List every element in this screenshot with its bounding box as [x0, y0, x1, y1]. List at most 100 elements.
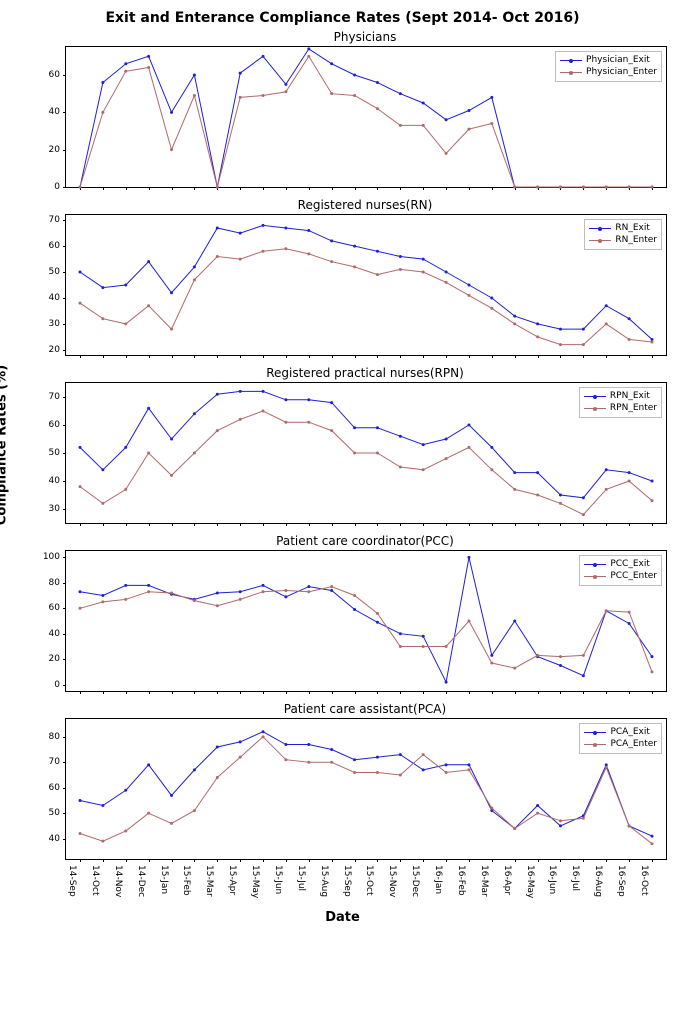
- series-marker: [193, 768, 196, 771]
- series-marker: [422, 271, 425, 274]
- series-marker: [651, 835, 654, 838]
- figure-suptitle: Exit and Enterance Compliance Rates (Sep…: [10, 10, 675, 26]
- x-tick-mark: [538, 859, 539, 862]
- x-tick-mark: [332, 523, 333, 526]
- x-tick-mark: [149, 691, 150, 694]
- series-marker: [101, 111, 104, 114]
- series-marker: [513, 186, 516, 189]
- x-tick-mark: [126, 859, 127, 862]
- series-marker: [307, 55, 310, 58]
- series-marker: [79, 446, 82, 449]
- series-marker: [445, 681, 448, 684]
- series-marker: [376, 756, 379, 759]
- series-marker: [147, 452, 150, 455]
- x-tick-label: 15-Aug: [319, 865, 329, 897]
- chart-panel: Registered practical nurses(RPN)30405060…: [65, 366, 665, 524]
- series-marker: [124, 446, 127, 449]
- x-tick-mark: [560, 523, 561, 526]
- x-tick-label: 15-Feb: [181, 865, 191, 896]
- x-tick-mark: [538, 523, 539, 526]
- x-tick-mark: [469, 859, 470, 862]
- x-tick-mark: [560, 355, 561, 358]
- series-line: [80, 737, 652, 844]
- series-marker: [422, 645, 425, 648]
- series-marker: [536, 471, 539, 474]
- series-marker: [559, 343, 562, 346]
- x-tick-label: 14-Dec: [136, 865, 146, 897]
- series-marker: [536, 804, 539, 807]
- x-tick-mark: [263, 859, 264, 862]
- series-marker: [262, 55, 265, 58]
- legend-swatch: [589, 237, 611, 245]
- series-marker: [467, 446, 470, 449]
- x-tick-label: 15-Nov: [387, 865, 397, 897]
- x-tick-mark: [149, 355, 150, 358]
- x-tick-mark: [172, 187, 173, 190]
- x-axis-label: Date: [10, 910, 675, 925]
- series-marker: [170, 592, 173, 595]
- series-marker: [559, 655, 562, 658]
- series-marker: [582, 817, 585, 820]
- series-marker: [262, 390, 265, 393]
- series-marker: [147, 55, 150, 58]
- series-marker: [445, 152, 448, 155]
- x-tick-mark: [286, 523, 287, 526]
- series-marker: [376, 621, 379, 624]
- legend-swatch: [584, 741, 606, 749]
- series-marker: [216, 776, 219, 779]
- series-marker: [216, 226, 219, 229]
- series-marker: [399, 92, 402, 95]
- x-tick-mark: [355, 691, 356, 694]
- legend-label: RPN_Enter: [610, 403, 657, 415]
- x-tick-mark: [423, 859, 424, 862]
- panel-title: Patient care coordinator(PCC): [65, 534, 665, 548]
- series-marker: [124, 789, 127, 792]
- x-tick-mark: [172, 859, 173, 862]
- x-tick-mark: [492, 523, 493, 526]
- x-tick-mark: [446, 691, 447, 694]
- x-tick-label: 16-May: [525, 865, 535, 898]
- x-tick-mark: [286, 691, 287, 694]
- series-marker: [376, 426, 379, 429]
- series-marker: [559, 494, 562, 497]
- series-marker: [353, 94, 356, 97]
- y-tick-label: 30: [49, 504, 60, 514]
- series-marker: [651, 499, 654, 502]
- series-marker: [651, 480, 654, 483]
- x-tick-mark: [332, 355, 333, 358]
- series-marker: [536, 186, 539, 189]
- series-marker: [284, 90, 287, 93]
- series-marker: [147, 407, 150, 410]
- x-tick-mark: [469, 187, 470, 190]
- series-marker: [376, 250, 379, 253]
- series-marker: [490, 468, 493, 471]
- legend-dot-icon: [593, 563, 597, 567]
- plot-area: 405060708014-Sep14-Oct14-Nov14-Dec15-Jan…: [65, 718, 667, 860]
- series-marker: [582, 343, 585, 346]
- series-marker: [330, 260, 333, 263]
- series-marker: [101, 81, 104, 84]
- series-marker: [651, 341, 654, 344]
- x-tick-mark: [606, 859, 607, 862]
- series-marker: [284, 247, 287, 250]
- y-tick-label: 70: [49, 757, 60, 767]
- x-tick-mark: [606, 691, 607, 694]
- x-tick-mark: [377, 859, 378, 862]
- legend-row: Physician_Enter: [560, 67, 657, 79]
- series-marker: [79, 799, 82, 802]
- x-tick-mark: [515, 691, 516, 694]
- series-marker: [353, 452, 356, 455]
- series-marker: [651, 670, 654, 673]
- series-marker: [147, 584, 150, 587]
- y-tick-label: 40: [49, 293, 60, 303]
- series-marker: [467, 768, 470, 771]
- series-marker: [605, 322, 608, 325]
- x-tick-label: 14-Oct: [90, 865, 100, 896]
- series-marker: [605, 609, 608, 612]
- series-marker: [445, 771, 448, 774]
- x-tick-mark: [515, 355, 516, 358]
- x-tick-label: 15-Sep: [342, 865, 352, 897]
- series-marker: [101, 286, 104, 289]
- series-marker: [147, 812, 150, 815]
- y-tick-label: 40: [49, 629, 60, 639]
